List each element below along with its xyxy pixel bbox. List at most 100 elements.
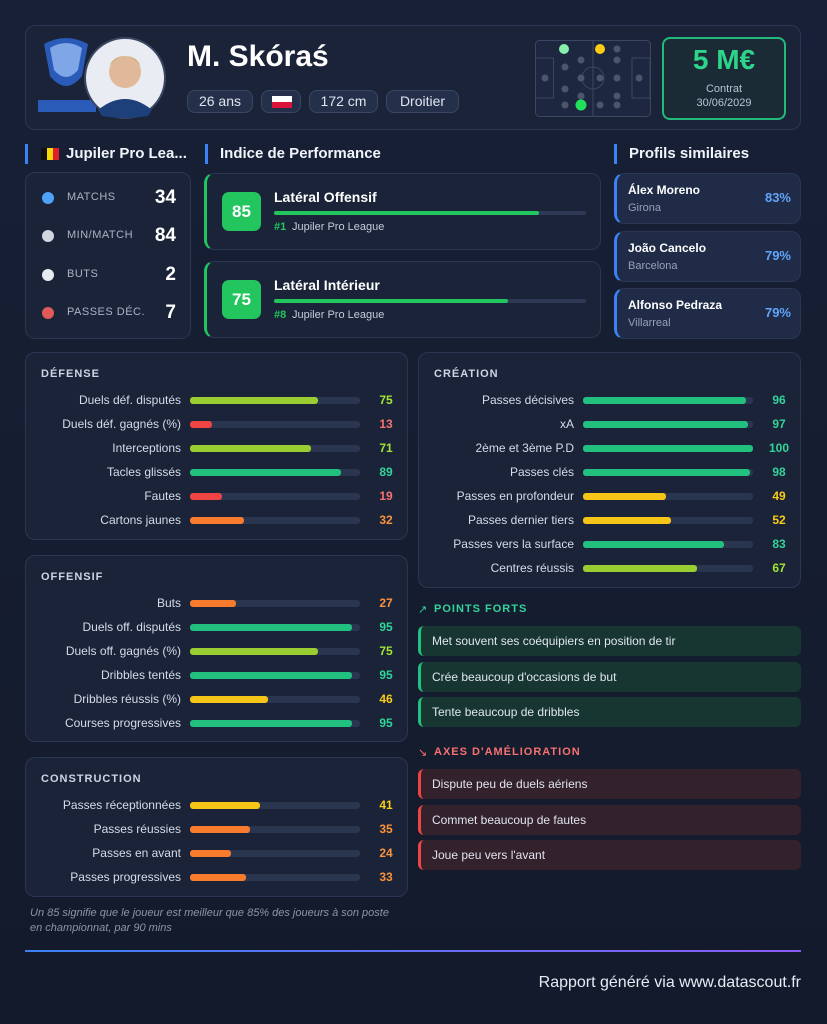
list-icon: ↗ <box>418 604 428 616</box>
stat-label: MATCHS <box>67 191 116 203</box>
similar-heading: Profils similaires <box>614 144 801 164</box>
stat-value: 41 <box>379 798 393 812</box>
contract-date: 30/06/2029 <box>696 97 752 109</box>
section-title: DÉFENSE <box>41 368 100 380</box>
stat-label: Passes vers la surface <box>453 537 574 551</box>
market-value: 5 M€ <box>692 44 756 75</box>
stat-value: 96 <box>772 393 786 407</box>
stat-label: MIN/MATCH <box>67 229 134 241</box>
bar <box>190 648 318 655</box>
stat-value: 98 <box>772 465 786 479</box>
bar <box>583 469 750 476</box>
stat-value: 100 <box>768 441 790 455</box>
bar-track <box>190 397 360 404</box>
similar-match: 79% <box>764 247 791 263</box>
stat-label: Passes réceptionnées <box>62 798 181 812</box>
stat-value: 2 <box>165 264 176 285</box>
bar-track <box>583 469 753 476</box>
similar-match: 83% <box>764 190 791 205</box>
stat-label: Passes en profondeur <box>456 489 574 503</box>
stat-value: 13 <box>379 417 393 431</box>
foot-tag: Droitier <box>386 90 459 113</box>
bar <box>190 397 318 404</box>
bar <box>190 850 231 857</box>
bar <box>190 445 311 452</box>
stat-value: 34 <box>154 187 176 208</box>
similar-match: 79% <box>764 305 791 320</box>
position-pitch <box>535 40 651 117</box>
stat-label: Duels déf. gagnés (%) <box>62 417 181 431</box>
stat-label: Interceptions <box>112 441 181 455</box>
bar <box>190 720 352 727</box>
player-name: M. Skóraś <box>187 40 329 73</box>
role: Latéral Intérieur <box>274 277 380 293</box>
bar-track <box>190 469 360 476</box>
list-item: Met souvent ses coéquipiers en position … <box>418 626 801 656</box>
score-box: 75 <box>222 280 261 319</box>
stat-value: 32 <box>379 513 393 527</box>
stat-label: xA <box>559 417 574 431</box>
stat-label: Duels off. gagnés (%) <box>65 644 181 658</box>
rank-league: Jupiler Pro League <box>292 221 385 233</box>
rank: #8 <box>274 309 287 321</box>
stat-label: Duels déf. disputés <box>78 393 181 407</box>
bar <box>190 624 352 631</box>
bar-track <box>190 493 360 500</box>
similar-card <box>614 230 801 282</box>
bar <box>583 445 753 452</box>
bar-track <box>190 826 360 833</box>
list-icon: ↘ <box>418 747 428 759</box>
bar-track <box>190 445 360 452</box>
stat-value: 24 <box>379 846 393 860</box>
bar-track <box>190 802 360 809</box>
bar <box>583 493 667 500</box>
similar-club: Villarreal <box>628 317 671 329</box>
value-box <box>662 37 786 120</box>
stat-value: 95 <box>379 668 393 682</box>
list-title: POINTS FORTS <box>434 603 528 615</box>
stat-label: Cartons jaunes <box>100 513 181 527</box>
height-tag: 172 cm <box>309 90 378 113</box>
section-title: CONSTRUCTION <box>41 773 142 785</box>
list-item: Commet beaucoup de fautes <box>418 804 801 835</box>
bar <box>583 421 748 428</box>
stat-value: 95 <box>379 620 393 634</box>
score-track <box>274 299 586 303</box>
contract-label: Contrat <box>705 83 743 95</box>
bar <box>190 421 213 428</box>
stat-label: BUTS <box>67 268 99 280</box>
bar <box>190 696 269 703</box>
rank-league: Jupiler Pro League <box>292 309 385 321</box>
bar <box>190 600 236 607</box>
bar-track <box>190 624 360 631</box>
bar-track <box>583 421 753 428</box>
league-heading: Jupiler Pro Lea... <box>25 144 195 164</box>
stat-value: 46 <box>379 692 393 706</box>
stat-value: 95 <box>379 716 393 730</box>
stat-value: 49 <box>772 489 786 503</box>
bar <box>583 565 697 572</box>
stat-label: Dribbles tentés <box>100 668 181 682</box>
bar <box>583 517 672 524</box>
list-item: Joue peu vers l'avant <box>418 840 801 870</box>
bar-track <box>583 541 753 548</box>
list-item: Tente beaucoup de dribbles <box>418 697 801 727</box>
list-item: Dispute peu de duels aériens <box>418 769 801 799</box>
footnote: Un 85 signifie que le joueur est meilleu… <box>30 907 389 934</box>
flag <box>272 96 292 108</box>
score-bar <box>274 211 540 215</box>
stat-label: Passes décisives <box>481 393 574 407</box>
stat-icon <box>42 192 54 204</box>
bar-track <box>190 696 360 703</box>
stat-label: Fautes <box>144 489 181 503</box>
stat-label: Passes progressives <box>70 870 181 884</box>
similar-card <box>614 173 801 224</box>
stat-label: Passes réussies <box>93 822 181 836</box>
stat-value: 19 <box>379 489 393 503</box>
stat-label: Centres réussis <box>490 561 574 575</box>
similar-club: Girona <box>628 202 662 214</box>
bar <box>190 802 260 809</box>
bar <box>583 541 725 548</box>
stat-value: 27 <box>379 596 393 610</box>
stat-value: 83 <box>772 537 786 551</box>
